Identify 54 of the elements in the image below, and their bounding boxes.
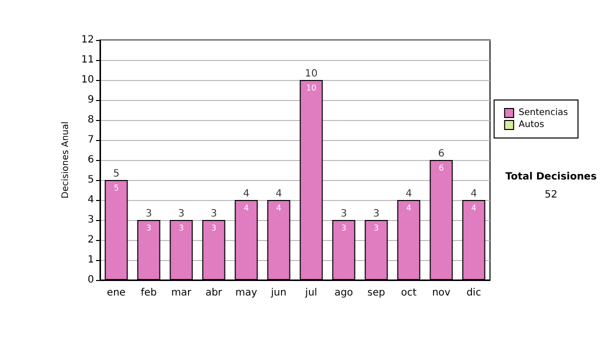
y-tick-label: 10 [81,74,94,86]
total-label: 10 [304,68,318,80]
data-label: 3 [178,224,184,232]
x-tick-label: ene [106,288,126,298]
x-tick-label: mar [171,288,192,298]
y-tick-label: 5 [88,174,94,186]
data-label: 3 [341,224,346,232]
total-label: 6 [438,148,444,160]
total-label: 5 [113,168,120,180]
total-label: 3 [340,208,347,220]
data-label: 6 [438,164,444,172]
x-tick-label: jun [270,288,286,298]
data-label: 4 [471,204,476,212]
legend-label: Sentencias [518,108,568,118]
total-label: 3 [178,208,184,220]
total-label: 3 [373,208,380,220]
x-tick-label: nov [432,288,451,298]
x-tick-label: may [235,288,258,298]
y-tick-label: 0 [88,274,94,286]
x-tick-label: jul [304,288,318,298]
total-label: 3 [210,208,217,220]
x-tick-label: ago [334,288,354,298]
x-tick-label: sep [367,288,386,298]
data-label: 4 [406,204,412,212]
x-tick-label: feb [140,288,157,298]
y-tick-label: 1 [88,254,94,266]
y-axis-title: Decisiones Anual [60,122,71,198]
x-tick-label: abr [205,288,223,298]
text: 52 [544,190,558,200]
data-label: 3 [374,224,379,232]
text: Total Decisiones [505,172,597,182]
y-tick-label: 9 [88,94,94,106]
data-label: 5 [114,184,119,192]
y-tick-label: 4 [88,194,94,206]
y-tick-label: 7 [88,134,94,146]
y-tick-label: 12 [81,34,94,46]
y-tick-label: 2 [88,234,94,246]
x-tick-label: oct [400,288,417,298]
total-label: 4 [406,188,412,200]
data-label: 3 [211,224,216,232]
data-label: 4 [276,204,282,212]
x-tick-label: dic [466,288,482,298]
total-label: 3 [146,208,152,220]
y-tick-label: 6 [88,154,94,166]
data-label: 3 [146,224,152,232]
total-label: 4 [470,188,477,200]
legend-label: Autos [518,120,545,130]
data-label: 4 [244,204,249,212]
total-label: 4 [276,188,282,200]
y-tick-label: 8 [88,114,94,126]
total-label: 4 [243,188,250,200]
data-label: 10 [306,84,316,92]
y-tick-label: 11 [81,54,94,66]
y-tick-label: 3 [88,214,94,226]
